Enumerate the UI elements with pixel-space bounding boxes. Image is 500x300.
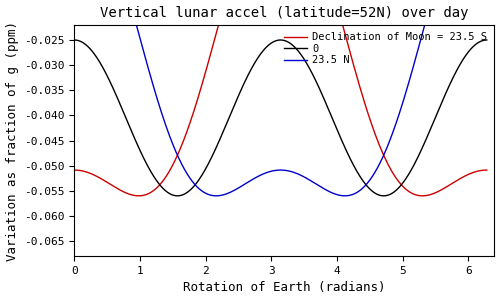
Legend: Declination of Moon = 23.5 S, 0, 23.5 N: Declination of Moon = 23.5 S, 0, 23.5 N: [282, 30, 489, 68]
X-axis label: Rotation of Earth (radians): Rotation of Earth (radians): [183, 281, 386, 294]
Y-axis label: Variation as fraction of g (ppm): Variation as fraction of g (ppm): [6, 20, 18, 260]
Title: Vertical lunar accel (latitude=52N) over day: Vertical lunar accel (latitude=52N) over…: [100, 6, 469, 20]
